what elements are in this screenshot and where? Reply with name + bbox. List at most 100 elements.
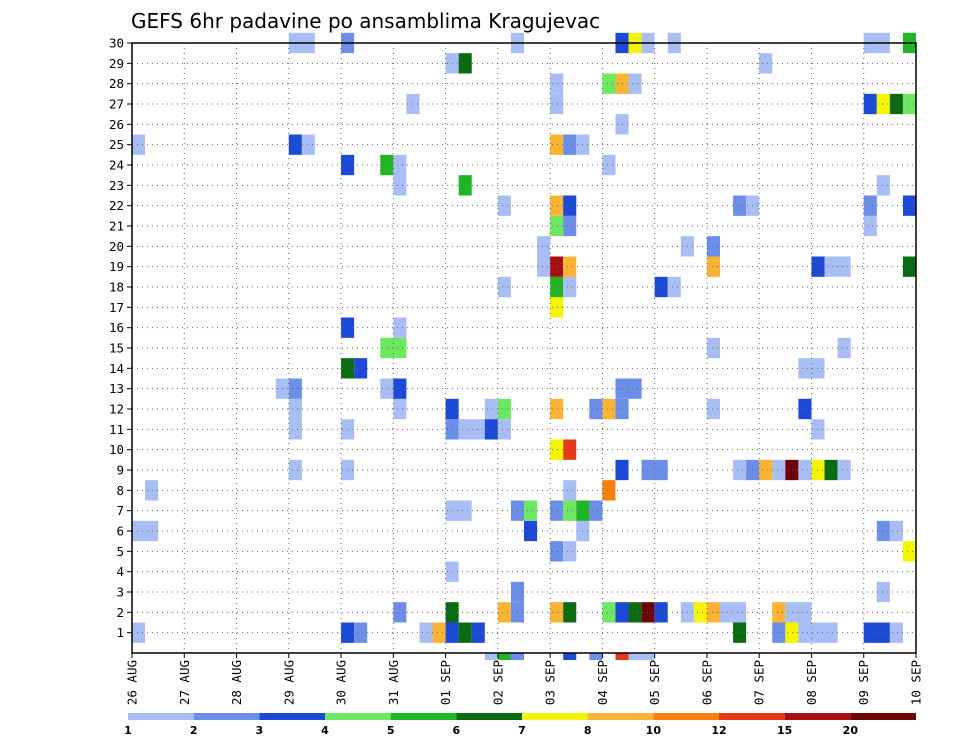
y-tick-label: 23	[109, 178, 124, 193]
legend-label: 8	[584, 724, 592, 737]
x-tick-label: 09 SEP	[856, 660, 871, 705]
precip-cell	[458, 419, 485, 440]
precip-cell	[798, 398, 812, 420]
precip-cell	[497, 195, 511, 216]
precip-cell	[288, 398, 302, 420]
precip-cell	[393, 175, 407, 196]
precip-cell	[550, 602, 564, 623]
y-tick-label: 11	[109, 422, 124, 437]
precip-cell	[537, 256, 551, 277]
x-tick-label: 07 SEP	[752, 660, 767, 705]
precip-cell	[497, 602, 511, 623]
legend-label: 7	[518, 724, 526, 737]
precip-cell	[550, 541, 564, 562]
precip-cell	[484, 653, 498, 660]
precip-cell	[706, 256, 720, 277]
precip-cell	[654, 276, 668, 298]
precip-cell	[824, 459, 838, 481]
precip-cell	[785, 622, 799, 643]
legend-label: 10	[646, 724, 662, 737]
legend-label: 12	[711, 724, 726, 737]
precip-cell	[667, 276, 681, 298]
precip-cell	[563, 602, 577, 623]
precip-cell	[654, 602, 668, 623]
precip-cell	[693, 602, 707, 623]
precip-cell	[706, 236, 720, 257]
legend-color-swatch	[456, 713, 522, 720]
precip-cell	[798, 459, 812, 481]
precip-cell	[497, 398, 511, 420]
x-tick-label: 08 SEP	[804, 660, 819, 705]
precip-cell	[497, 653, 511, 660]
precip-cell	[393, 398, 407, 420]
precip-cell	[641, 602, 655, 623]
precip-cell	[563, 653, 577, 660]
precip-cell	[706, 398, 720, 420]
y-tick-label: 17	[109, 300, 124, 315]
precip-cell	[863, 195, 877, 216]
legend-label: 20	[843, 724, 859, 737]
x-tick-label: 04 SEP	[595, 660, 610, 705]
precip-cell	[497, 419, 511, 440]
precip-cell	[628, 653, 655, 660]
legend-color-swatch	[587, 713, 654, 720]
x-tick-label: 02 SEP	[490, 660, 505, 705]
y-tick-label: 29	[109, 56, 124, 71]
x-tick-label: 30 AUG	[334, 660, 349, 705]
precip-cell	[393, 378, 407, 399]
precip-cell	[471, 622, 485, 643]
precip-cell	[550, 398, 564, 420]
y-tick-label: 7	[116, 503, 124, 518]
precip-cell	[733, 195, 747, 216]
precip-cell	[432, 622, 446, 643]
precip-cell	[550, 134, 564, 155]
precip-cell	[563, 541, 577, 562]
precip-cell	[602, 73, 616, 94]
y-tick-label: 3	[116, 585, 124, 600]
x-tick-label: 31 AUG	[386, 660, 401, 705]
x-axis-ticks: 26 AUG 27 AUG 28 AUG 29 AUG 30 AUG 31 AUG 01 S…	[125, 653, 924, 705]
y-tick-label: 26	[109, 117, 124, 132]
precip-cell	[863, 622, 890, 643]
y-tick-label: 19	[109, 259, 124, 274]
y-tick-label: 5	[116, 544, 124, 559]
precip-cell	[628, 602, 642, 623]
precip-cell	[628, 73, 642, 94]
x-tick-label: 01 SEP	[438, 660, 453, 705]
precip-cell	[876, 175, 890, 196]
y-tick-label: 22	[109, 198, 124, 213]
legend-label: 4	[321, 724, 329, 737]
precip-cell	[458, 53, 472, 74]
precip-cell	[706, 602, 720, 623]
x-tick-label: 03 SEP	[543, 660, 558, 705]
precip-cell	[733, 622, 747, 643]
precip-cell	[615, 378, 642, 399]
precip-cell	[458, 175, 472, 196]
precip-cell	[733, 459, 747, 481]
precip-cell	[902, 93, 916, 115]
precip-cell	[863, 93, 877, 115]
precip-cell	[563, 480, 577, 501]
precip-cell	[524, 500, 538, 521]
precip-cell	[132, 622, 146, 643]
x-tick-label: 05 SEP	[647, 660, 662, 705]
y-tick-label: 18	[109, 280, 124, 295]
y-tick-label: 13	[109, 381, 124, 396]
legend-color-swatch	[325, 713, 391, 720]
precip-cell	[772, 602, 786, 623]
x-tick-label: 29 AUG	[281, 660, 296, 705]
precip-cell	[615, 653, 629, 660]
precip-cell	[720, 602, 747, 623]
precip-cell	[132, 520, 159, 542]
precip-cell	[876, 520, 890, 542]
y-tick-label: 8	[116, 483, 124, 498]
precip-cell	[785, 459, 799, 481]
legend-color-swatch	[850, 713, 916, 720]
precip-cell	[563, 256, 577, 277]
x-tick-label: 28 AUG	[229, 660, 244, 705]
precip-cell	[902, 195, 916, 216]
precip-cell	[510, 653, 524, 660]
precip-cell	[589, 653, 603, 660]
legend-label: 6	[453, 724, 461, 737]
